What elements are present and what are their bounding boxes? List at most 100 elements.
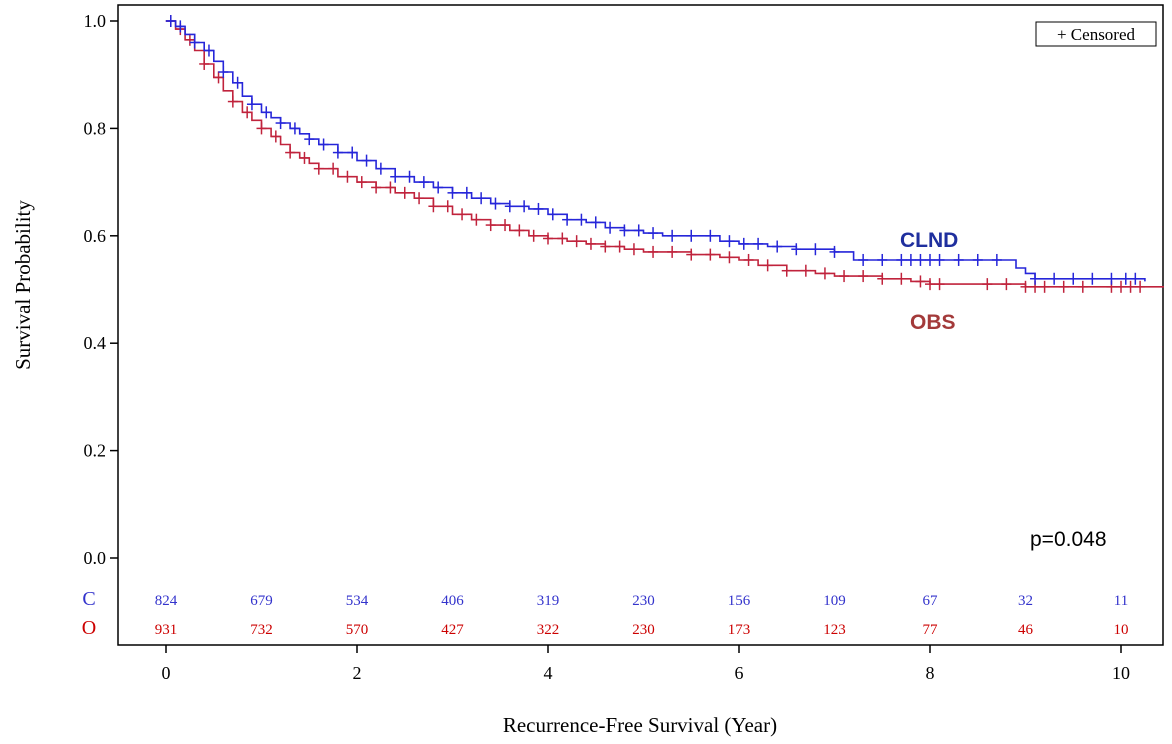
- plot-series-layer: [165, 15, 1164, 293]
- censor-mark: [896, 253, 907, 266]
- censor-mark: [705, 248, 716, 261]
- y-tick-label: 0.8: [84, 118, 107, 138]
- risk-count: 824: [155, 593, 178, 609]
- censor-mark: [213, 71, 224, 84]
- censor-mark: [500, 219, 511, 232]
- censor-mark: [270, 130, 281, 143]
- censor-mark: [667, 229, 678, 242]
- risk-count: 319: [537, 593, 560, 609]
- censor-mark: [528, 229, 539, 242]
- censor-mark: [304, 133, 315, 146]
- censor-mark: [1135, 280, 1146, 293]
- censor-mark: [318, 138, 329, 151]
- censor-mark: [772, 240, 783, 253]
- censor-mark: [261, 106, 272, 119]
- risk-count: 230: [632, 622, 655, 638]
- risk-count: 156: [728, 593, 751, 609]
- censor-mark: [543, 232, 553, 245]
- censor-mark: [576, 213, 587, 226]
- censor-mark: [915, 275, 926, 288]
- censor-mark: [218, 66, 229, 79]
- censor-mark: [1020, 280, 1031, 293]
- censor-mark: [648, 227, 659, 240]
- censor-mark: [585, 237, 596, 250]
- censor-mark: [925, 253, 935, 266]
- series-label-clnd: CLND: [900, 229, 958, 252]
- censor-mark: [619, 224, 630, 237]
- censor-mark: [165, 15, 176, 27]
- censor-mark: [485, 219, 496, 232]
- censor-mark: [557, 232, 568, 245]
- risk-table: C 824 679 534 406 319 230 156 109 67 32 11 O 931 732 57…: [82, 588, 1129, 639]
- risk-count: 32: [1018, 593, 1033, 609]
- censor-mark: [385, 181, 396, 194]
- risk-count: 931: [155, 622, 178, 638]
- censor-mark: [371, 181, 382, 194]
- censor-mark: [175, 20, 186, 33]
- censor-mark: [490, 197, 501, 210]
- x-tick-label: 6: [735, 663, 744, 683]
- x-tick-label: 8: [926, 663, 935, 683]
- risk-count: 10: [1114, 622, 1129, 638]
- censor-mark: [519, 200, 530, 213]
- censor-mark: [199, 57, 210, 70]
- censor-mark: [461, 186, 472, 199]
- censor-mark: [743, 253, 754, 266]
- x-tick-label: 10: [1112, 663, 1130, 683]
- censor-mark: [504, 200, 515, 213]
- y-tick-label: 0.0: [84, 548, 107, 568]
- risk-row-label: O: [82, 617, 96, 639]
- censor-mark: [858, 270, 869, 283]
- censor-mark: [361, 154, 372, 167]
- risk-count: 534: [346, 593, 369, 609]
- censor-mark: [686, 248, 697, 261]
- censor-mark: [285, 146, 296, 159]
- plot-area-frame: [117, 4, 1164, 646]
- censor-mark: [471, 213, 482, 226]
- censor-mark: [328, 162, 339, 175]
- x-tick-label: 4: [544, 663, 553, 683]
- censor-mark: [399, 186, 410, 199]
- censor-mark: [605, 221, 616, 234]
- censor-mark: [347, 146, 358, 159]
- censor-mark: [1039, 280, 1050, 293]
- censor-mark: [1030, 272, 1041, 285]
- censor-mark: [738, 237, 749, 250]
- risk-row-label: C: [82, 588, 95, 610]
- censor-mark: [915, 253, 926, 266]
- censor-mark: [514, 224, 525, 237]
- risk-count: 11: [1114, 593, 1128, 609]
- axis-ticks: 0.00.20.40.60.81.00 2 4 6 8 10: [84, 11, 1131, 683]
- risk-count: 173: [728, 622, 751, 638]
- censor-mark: [442, 200, 453, 213]
- censor-mark: [982, 278, 993, 291]
- risk-count: 46: [1018, 622, 1034, 638]
- censor-mark: [724, 251, 735, 264]
- censor-mark: [1106, 272, 1117, 285]
- censor-mark: [414, 192, 425, 205]
- risk-count: 427: [441, 622, 464, 638]
- censor-mark: [342, 170, 353, 183]
- censor-mark: [275, 117, 286, 130]
- censor-mark: [457, 208, 468, 221]
- censor-mark: [447, 186, 458, 199]
- censor-mark: [189, 36, 200, 49]
- censor-mark: [476, 192, 487, 205]
- risk-count: 230: [632, 593, 655, 609]
- censor-mark: [227, 95, 238, 108]
- risk-count: 109: [823, 593, 846, 609]
- censor-mark: [390, 170, 401, 183]
- censor-mark: [600, 240, 611, 253]
- y-tick-label: 0.2: [84, 441, 107, 461]
- censor-mark: [934, 278, 945, 291]
- x-axis-label: Recurrence-Free Survival (Year): [503, 713, 777, 737]
- censor-mark: [667, 245, 678, 258]
- censor-mark: [533, 202, 544, 215]
- censor-mark: [1130, 272, 1141, 285]
- censor-mark: [375, 162, 386, 175]
- survival-curve-obs: [166, 20, 1164, 288]
- censor-mark: [1049, 272, 1060, 285]
- censor-mark: [858, 253, 869, 266]
- censor-mark: [418, 176, 429, 189]
